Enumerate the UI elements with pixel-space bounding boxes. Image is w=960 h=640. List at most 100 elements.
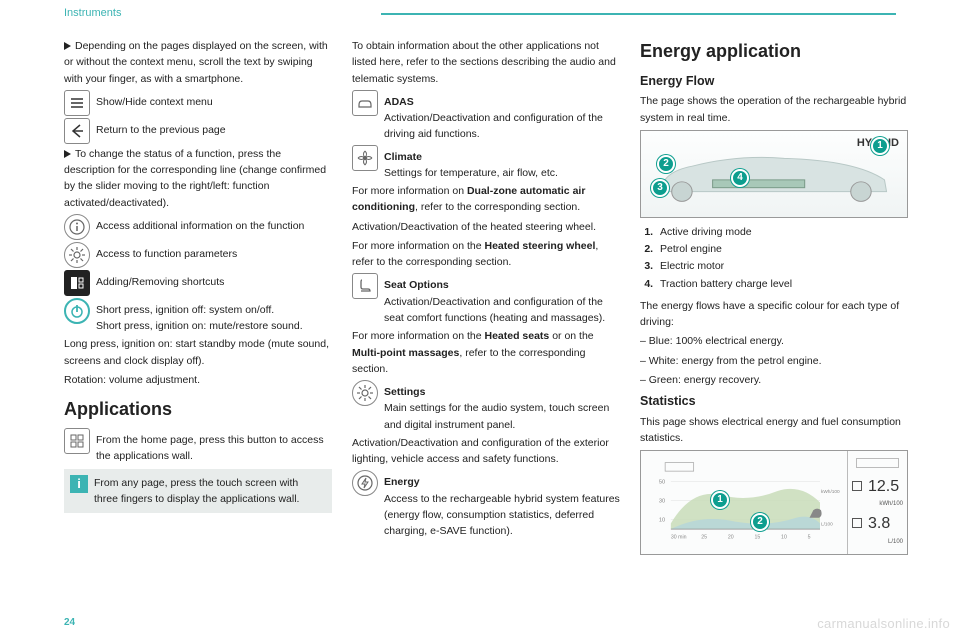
label-title: ADAS [384, 96, 414, 108]
chart-marker-1: 1 [711, 491, 729, 509]
paragraph: The page shows the operation of the rech… [640, 93, 908, 126]
icon-row-info: Access additional information on the fun… [64, 214, 332, 240]
info-text: From any page, press the touch screen wi… [94, 475, 324, 508]
plug-icon [852, 481, 862, 491]
label-title: Climate [384, 151, 422, 163]
paragraph: To obtain information about the other ap… [352, 38, 620, 87]
energy-bolt-icon [352, 470, 378, 496]
icon-label: From the home page, press this button to… [96, 428, 332, 465]
svg-text:20: 20 [728, 535, 734, 541]
column-3: Energy application Energy Flow The page … [640, 38, 908, 555]
gear-icon [64, 242, 90, 268]
energy-heading: Energy application [640, 38, 908, 66]
svg-text:5: 5 [808, 535, 811, 541]
paragraph: The energy flows have a specific colour … [640, 298, 908, 331]
icon-row-back: Return to the previous page [64, 118, 332, 144]
icon-row-adas: ADAS Activation/Deactivation and configu… [352, 90, 620, 143]
column-2: To obtain information about the other ap… [352, 38, 620, 555]
label-title: Settings [384, 386, 425, 398]
chart-area: 50 30 10 kWh/100 L/100 30 min 25 20 15 1… [641, 451, 847, 554]
paragraph: To change the status of a function, pres… [64, 146, 332, 211]
svg-text:30: 30 [659, 499, 665, 505]
icon-label: Climate Settings for temperature, air fl… [384, 145, 620, 182]
svg-text:30 min: 30 min [671, 535, 687, 541]
icon-label: Show/Hide context menu [96, 90, 332, 110]
diagram-marker-4: 4 [731, 169, 749, 187]
consumption-chart-icon: 50 30 10 kWh/100 L/100 30 min 25 20 15 1… [645, 455, 843, 550]
svg-text:50: 50 [659, 480, 665, 486]
icon-label: ADAS Activation/Deactivation and configu… [384, 90, 620, 143]
column-1: Depending on the pages displayed on the … [64, 38, 332, 555]
settings-gear-icon [352, 380, 378, 406]
chart-marker-2: 2 [751, 513, 769, 531]
triangle-icon [64, 150, 71, 158]
icon-label: Return to the previous page [96, 118, 332, 138]
text: Depending on the pages displayed on the … [64, 40, 328, 85]
text: To change the status of a function, pres… [64, 148, 326, 209]
label-desc: Activation/Deactivation and configuratio… [384, 112, 603, 140]
info-badge-icon: i [70, 475, 88, 493]
svg-text:L/100: L/100 [821, 521, 833, 527]
icon-label: Settings Main settings for the audio sys… [384, 380, 620, 433]
svg-text:25: 25 [701, 535, 707, 541]
icon-row-climate: Climate Settings for temperature, air fl… [352, 145, 620, 182]
stat-number: 12.5 [868, 475, 899, 500]
kwh-value: 12.5 [852, 475, 903, 500]
icon-label: Access to function parameters [96, 242, 332, 262]
svg-text:15: 15 [754, 535, 760, 541]
header-title: Instruments [64, 5, 121, 22]
diagram-marker-1: 1 [871, 137, 889, 155]
icon-row-apps: From the home page, press this button to… [64, 428, 332, 465]
seat-icon [352, 273, 378, 299]
diagram-legend: Active driving mode Petrol engine Electr… [656, 224, 908, 292]
car-icon [352, 90, 378, 116]
panel-box-icon [856, 458, 899, 468]
statistics-heading: Statistics [640, 392, 908, 411]
icon-row-energy: Energy Access to the rechargeable hybrid… [352, 470, 620, 539]
label-title: Energy [384, 476, 420, 488]
info-icon [64, 214, 90, 240]
hamburger-icon [64, 90, 90, 116]
paragraph: For more information on Dual-zone automa… [352, 183, 620, 216]
energy-flow-heading: Energy Flow [640, 72, 908, 91]
legend-item: Electric motor [656, 258, 908, 274]
fan-icon [352, 145, 378, 171]
applications-heading: Applications [64, 396, 332, 424]
svg-text:10: 10 [781, 535, 787, 541]
apps-grid-icon [64, 428, 90, 454]
icon-row-menu: Show/Hide context menu [64, 90, 332, 116]
icon-label: Seat Options Activation/Deactivation and… [384, 273, 620, 326]
icon-label: Short press, ignition off: system on/off… [96, 298, 332, 335]
icon-label: Access additional information on the fun… [96, 214, 332, 234]
paragraph: Activation/Deactivation of the heated st… [352, 219, 620, 235]
paragraph: Long press, ignition on: start standby m… [64, 336, 332, 369]
svg-text:10: 10 [659, 518, 665, 524]
bullet: Blue: 100% electrical energy. [640, 333, 908, 349]
legend-item: Active driving mode [656, 224, 908, 240]
label-desc: Activation/Deactivation and configuratio… [384, 296, 605, 324]
chart-side-panel: 12.5 kWh/100 3.8 L/100 [847, 451, 907, 554]
label-title: Seat Options [384, 279, 449, 291]
label-desc: Settings for temperature, air flow, etc. [384, 167, 558, 179]
legend-item: Petrol engine [656, 241, 908, 257]
paragraph: Activation/Deactivation and configuratio… [352, 435, 620, 468]
paragraph: Depending on the pages displayed on the … [64, 38, 332, 87]
l-unit: L/100 [852, 538, 903, 547]
page-number: 24 [64, 615, 75, 631]
text: Short press, ignition off: system on/off… [96, 304, 274, 316]
shortcut-icon [64, 270, 90, 296]
paragraph: For more information on the Heated seats… [352, 328, 620, 377]
diagram-marker-3: 3 [651, 179, 669, 197]
diagram-marker-2: 2 [657, 155, 675, 173]
bullet: Green: energy recovery. [640, 372, 908, 388]
info-callout: i From any page, press the touch screen … [64, 469, 332, 514]
icon-row-seat: Seat Options Activation/Deactivation and… [352, 273, 620, 326]
energy-flow-diagram: HYBRID 1 2 3 4 [640, 130, 908, 218]
fuel-value: 3.8 [852, 512, 903, 537]
statistics-diagram: 50 30 10 kWh/100 L/100 30 min 25 20 15 1… [640, 450, 908, 555]
svg-text:kWh/100: kWh/100 [821, 489, 840, 495]
text: Short press, ignition on: mute/restore s… [96, 320, 303, 332]
icon-row-shortcut: Adding/Removing shortcuts [64, 270, 332, 296]
paragraph: For more information on the Heated steer… [352, 238, 620, 271]
label-desc: Main settings for the audio system, touc… [384, 402, 609, 430]
